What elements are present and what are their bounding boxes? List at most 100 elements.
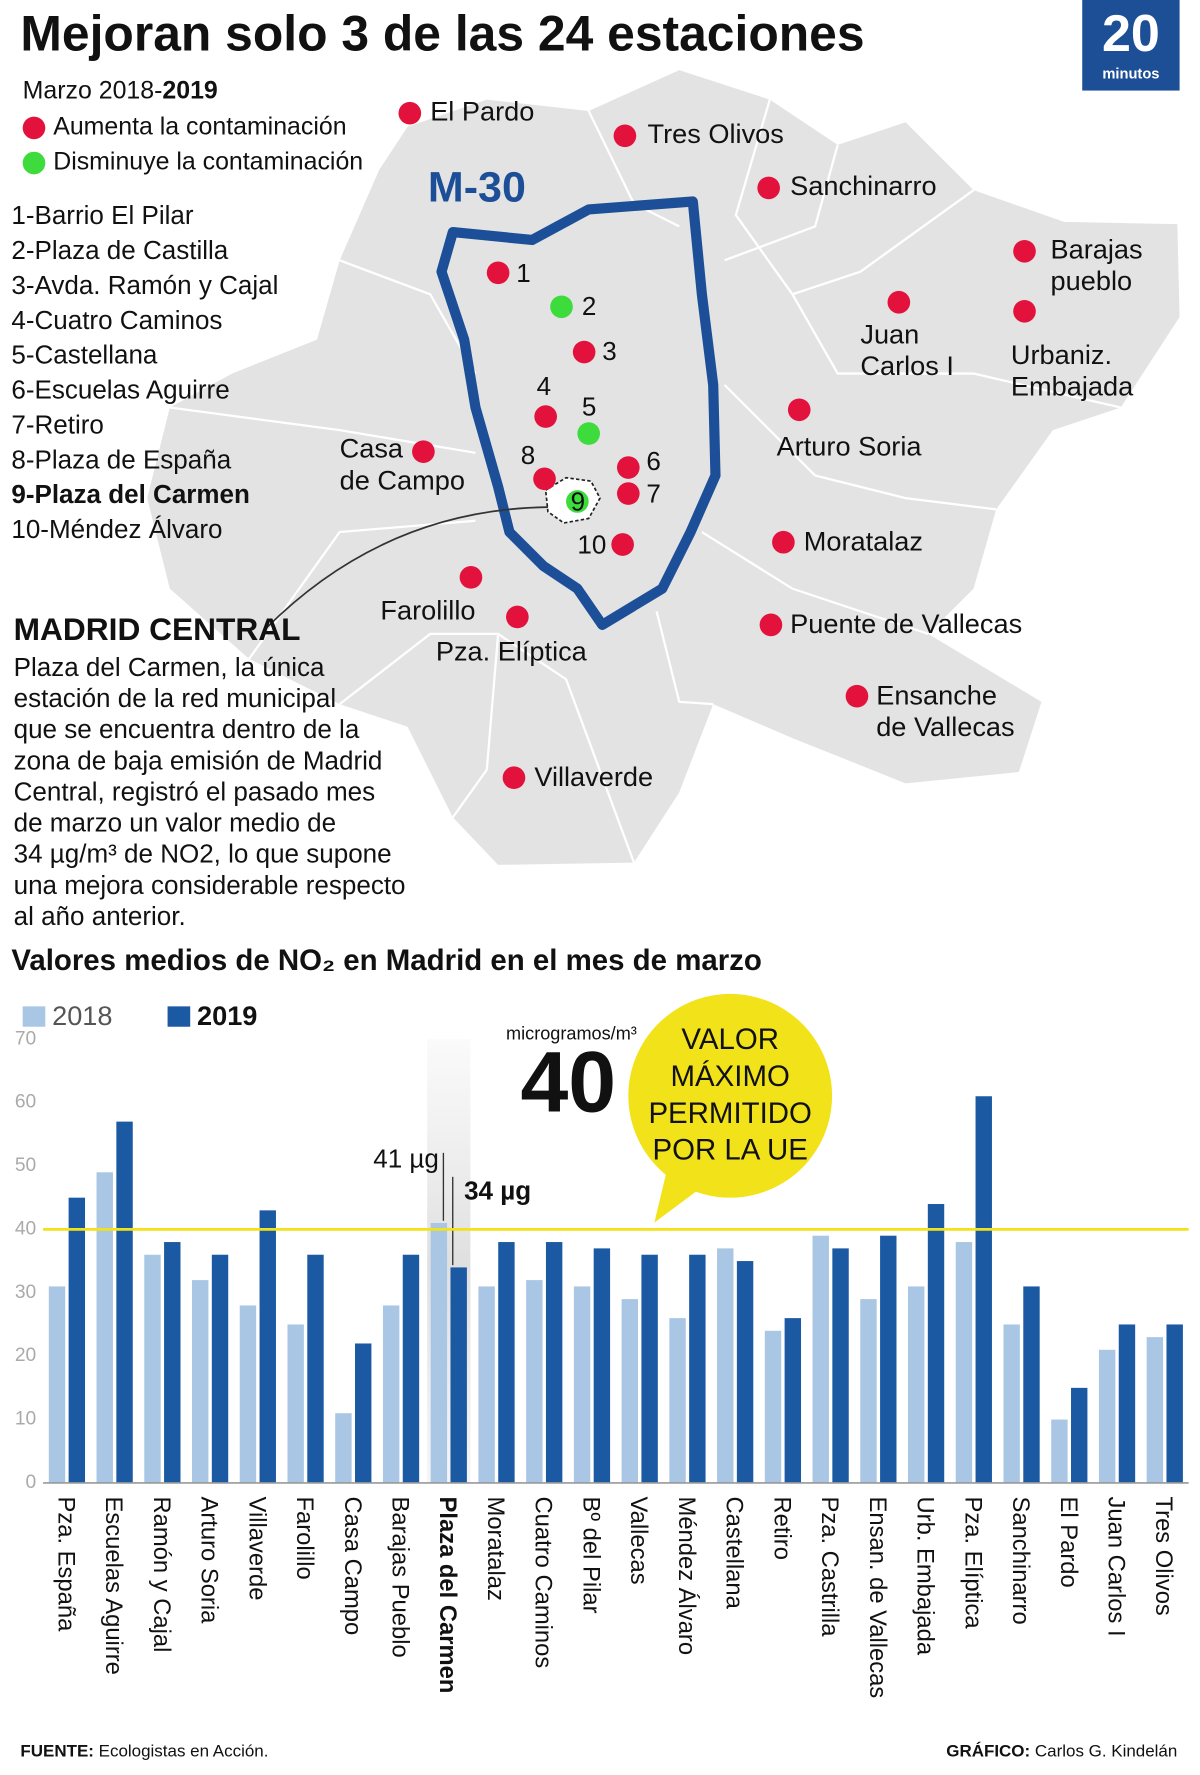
bar (355, 1343, 372, 1483)
station-dot (845, 684, 869, 708)
station-dot (486, 261, 510, 285)
bar (641, 1254, 658, 1483)
bar (287, 1324, 304, 1483)
bar (927, 1204, 945, 1483)
x-tick-label: Plaza del Carmen (434, 1497, 461, 1694)
station-label: Embajada (1011, 370, 1134, 401)
bar (211, 1254, 229, 1483)
station-list-item: 5-Castellana (11, 340, 158, 370)
station-list-item: 4-Cuatro Caminos (11, 305, 222, 335)
x-tick-label: Cuatro Caminos (530, 1497, 557, 1669)
station-list-item: 6-Escuelas Aguirre (11, 375, 229, 405)
legend-swatch (22, 1006, 46, 1027)
station-label: de Campo (340, 464, 465, 495)
bar (689, 1254, 706, 1483)
period: Marzo 2018-2019 (23, 76, 218, 104)
bar (545, 1242, 563, 1483)
station-list-item: 3-Avda. Ramón y Cajal (11, 270, 278, 300)
bar (717, 1248, 734, 1483)
y-tick-label: 70 (15, 1028, 36, 1049)
credit-label: GRÁFICO: (946, 1742, 1030, 1761)
bar (382, 1305, 400, 1483)
bar (144, 1254, 161, 1483)
station-label: Arturo Soria (777, 430, 923, 461)
bar (975, 1096, 992, 1483)
station-dot (1013, 239, 1036, 263)
x-tick-label: Moratalaz (482, 1497, 509, 1601)
x-tick-label: Tres Olivos (1150, 1497, 1177, 1616)
chart-title: Valores medios de NO₂ en Madrid en el me… (11, 944, 762, 977)
note-line: Plaza del Carmen, la única (14, 652, 325, 682)
value-label: 34 µg (464, 1176, 531, 1206)
bar (498, 1242, 515, 1483)
x-tick-label: Pza. Elíptica (959, 1497, 986, 1630)
station-dot (577, 422, 600, 445)
station-dot (613, 124, 637, 148)
logo-word: minutos (1102, 67, 1159, 83)
y-tick-label: 0 (26, 1472, 37, 1493)
bar (955, 1242, 973, 1483)
station-number: 2 (582, 291, 596, 321)
station-list-item: 10-Méndez Álvaro (11, 514, 222, 544)
legend-label: 2018 (52, 1000, 112, 1031)
limit-value: 40 (520, 1035, 616, 1131)
station-dot (1013, 299, 1036, 323)
bar (1051, 1419, 1068, 1483)
x-tick-label: Sanchinarro (1007, 1497, 1034, 1625)
station-label: Juan (860, 318, 919, 349)
station-dot (502, 766, 526, 790)
bar (573, 1286, 591, 1483)
bar (1071, 1387, 1088, 1483)
station-dot (757, 176, 780, 200)
station-label: Ensanche (876, 679, 997, 710)
bar (478, 1286, 495, 1483)
x-tick-label: Ramón y Cajal (148, 1497, 175, 1653)
bar (832, 1248, 849, 1483)
bar (192, 1280, 209, 1483)
station-number: 7 (646, 479, 660, 509)
y-tick-label: 60 (15, 1092, 36, 1113)
note-line: que se encuentra dentro de la (14, 714, 360, 744)
bar (1098, 1349, 1116, 1483)
station-dot (506, 605, 529, 629)
bar (164, 1242, 181, 1483)
station-list-item: 7-Retiro (11, 409, 104, 439)
period-prefix: Marzo 2018- (23, 76, 163, 104)
station-list-item: 2-Plaza de Castilla (11, 235, 228, 265)
credit: Carlos G. Kindelán (1035, 1742, 1177, 1761)
bar (1166, 1324, 1183, 1483)
station-list-item: 9-Plaza del Carmen (11, 479, 250, 509)
x-tick-label: Vallecas (625, 1497, 652, 1585)
station-label: Sanchinarro (790, 170, 936, 201)
bar (335, 1413, 352, 1483)
bar (96, 1172, 113, 1483)
station-dot (887, 290, 911, 314)
x-tick-label: Castellana (721, 1497, 748, 1610)
x-tick-label: Pza. Castrilla (816, 1497, 843, 1638)
x-tick-label: Casa Campo (339, 1497, 366, 1636)
station-dot (616, 482, 640, 505)
note-line: 34 µg/m³ de NO2, lo que supone (14, 839, 392, 869)
bar (526, 1280, 543, 1483)
station-number: 5 (582, 392, 596, 422)
x-tick-label: Arturo Soria (196, 1497, 223, 1625)
legend-dot (22, 116, 46, 140)
x-tick-label: Pza. España (52, 1497, 79, 1633)
station-dot (566, 490, 589, 513)
station-list-item: 1-Barrio El Pilar (11, 200, 193, 230)
bar (764, 1330, 782, 1483)
station-number: 4 (537, 371, 551, 401)
x-tick-label: Urb. Embajada (912, 1497, 939, 1656)
station-dot (412, 440, 435, 463)
station-label: Villaverde (534, 761, 653, 792)
station-label: de Vallecas (876, 711, 1014, 742)
footer-credit: GRÁFICO: Carlos G. Kindelán (946, 1742, 1177, 1761)
station-dot (759, 613, 783, 637)
legend-label: 2019 (197, 1000, 257, 1031)
x-tick-label: Escuelas Aguirre (100, 1497, 127, 1675)
x-tick-label: Villaverde (243, 1497, 270, 1601)
bar (430, 1223, 448, 1483)
station-number: 3 (602, 336, 616, 366)
